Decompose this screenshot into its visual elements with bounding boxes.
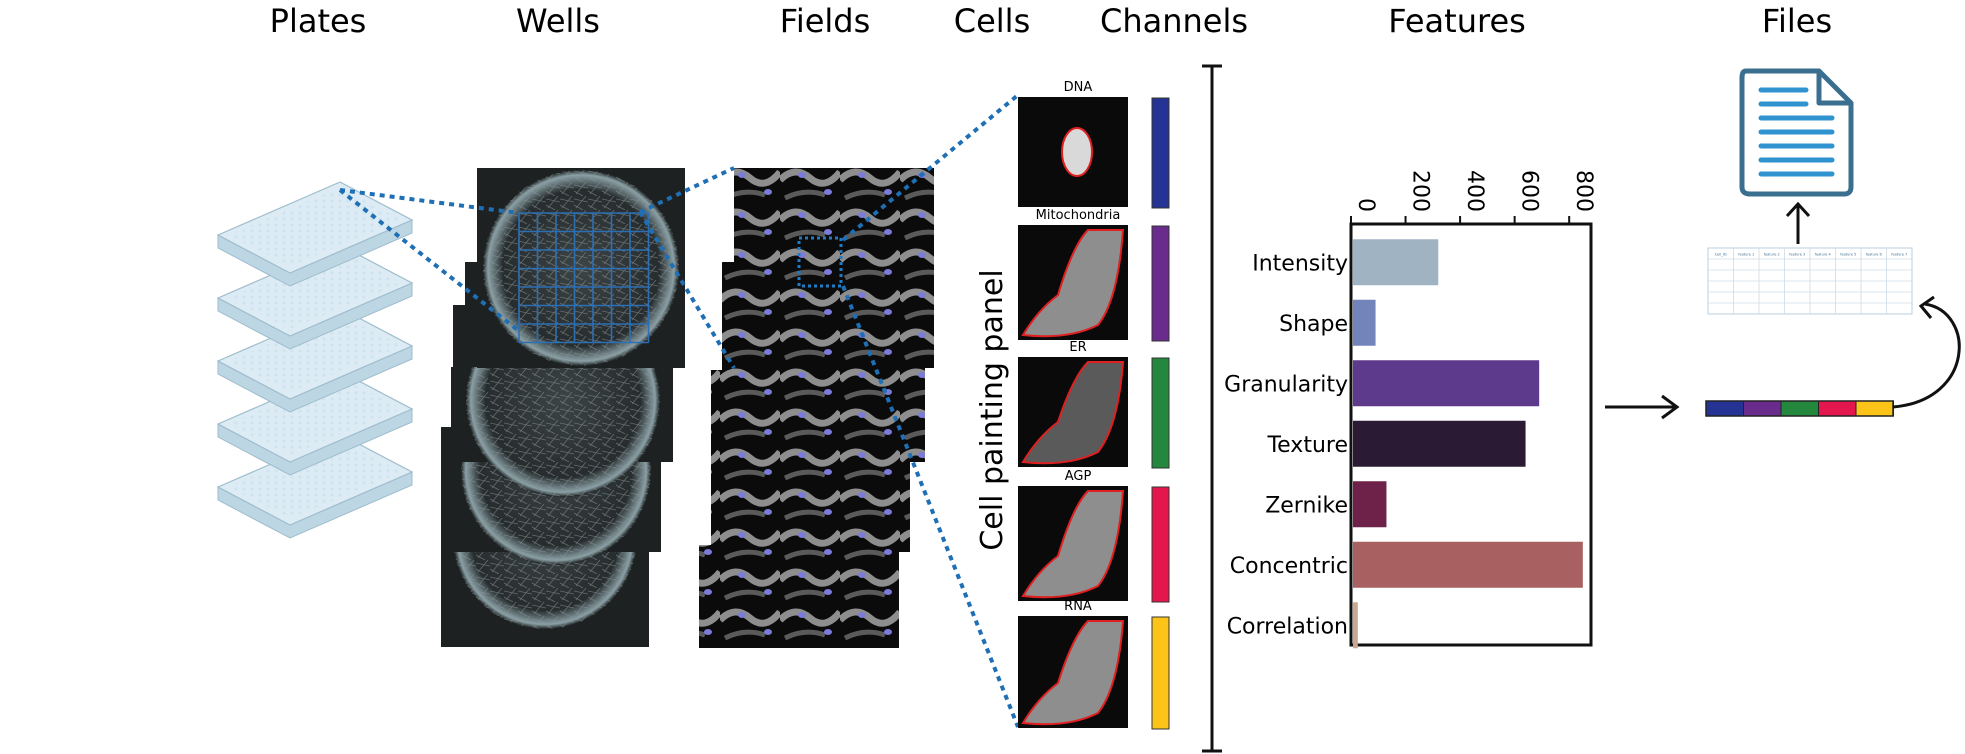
field-stack <box>699 168 934 648</box>
field-image <box>699 545 899 648</box>
header-cells: Cells <box>954 2 1030 40</box>
header-plates: Plates <box>270 2 367 40</box>
table-header-cell: feature 3 <box>1789 253 1805 257</box>
field-image-top <box>734 168 934 368</box>
channel-color-bar <box>1151 357 1170 469</box>
channel-label: Mitochondria <box>1036 208 1121 223</box>
channel-dna: DNA <box>1018 80 1170 209</box>
category-label: Zernike <box>1265 493 1348 518</box>
field-grid <box>518 212 650 344</box>
category-label: Texture <box>1266 433 1348 458</box>
channel-er: ER <box>1018 340 1170 469</box>
bar-zernike <box>1353 481 1387 528</box>
x-tick-label: 600 <box>1517 170 1542 212</box>
feature-barcode <box>1705 400 1894 417</box>
table-header-cell: feature 4 <box>1815 253 1832 257</box>
category-label: Concentric <box>1230 554 1348 579</box>
x-tick-label: 400 <box>1462 170 1487 212</box>
category-label: Shape <box>1279 312 1348 337</box>
header-channels: Channels <box>1100 2 1248 40</box>
plate-stack <box>216 181 414 539</box>
table-header-cell: feature 5 <box>1840 253 1856 257</box>
field-image <box>711 370 925 462</box>
barcode-segment <box>1855 400 1894 417</box>
plate <box>216 181 414 287</box>
channel-bracket <box>1202 64 1222 753</box>
nucleus-outline <box>1061 127 1093 177</box>
header-fields: Fields <box>780 2 871 40</box>
channel-agp: AGP <box>1018 469 1170 603</box>
table-header-cell: feature 1 <box>1738 253 1754 257</box>
channel-label: RNA <box>1064 599 1092 614</box>
channel-label: ER <box>1069 340 1086 355</box>
arrow-right-icon <box>1605 394 1680 420</box>
barcode-segment <box>1705 400 1744 417</box>
bar-concentric <box>1353 541 1583 588</box>
bar-intensity <box>1353 239 1439 286</box>
bar-texture <box>1353 420 1526 467</box>
cell-outline <box>1021 229 1125 338</box>
feature-table: Cell_ID feature 1 feature 2 feature 3 featur… <box>1707 247 1913 315</box>
header-files: Files <box>1762 2 1832 40</box>
bar-shape <box>1353 299 1376 346</box>
channel-label: DNA <box>1064 80 1093 95</box>
cell-selection-box <box>797 236 843 288</box>
channel-color-bar <box>1151 225 1170 342</box>
cell-outline <box>1021 361 1125 465</box>
channel-color-bar <box>1151 616 1170 730</box>
x-tick-label: 0 <box>1353 198 1378 212</box>
cell-outline <box>1021 620 1125 726</box>
file-icon <box>1739 68 1854 197</box>
curved-arrow-icon <box>1892 295 1961 409</box>
channel-rna: RNA <box>1018 599 1170 730</box>
header-wells: Wells <box>516 2 600 40</box>
x-tick-label: 200 <box>1408 170 1433 212</box>
features-bar-chart: 0 200 400 600 800 Intensity Shape Granularity Te… <box>1224 170 1596 649</box>
plate <box>216 244 414 350</box>
category-label: Granularity <box>1224 372 1348 397</box>
table-header-cell: Cell_ID <box>1715 253 1727 257</box>
plate <box>216 370 414 476</box>
chart-frame <box>1349 222 1593 647</box>
barcode-segment <box>1818 400 1857 417</box>
arrow-up-icon <box>1785 201 1811 244</box>
zoom-connectors <box>338 93 1020 728</box>
cell-painting-panel-label: Cell painting panel <box>975 269 1010 550</box>
field-image <box>711 452 910 552</box>
bar-granularity <box>1353 360 1540 407</box>
x-tick-label: 800 <box>1571 170 1596 212</box>
table-header-cell: feature 2 <box>1764 253 1780 257</box>
channel-color-bar <box>1151 486 1170 603</box>
plate <box>216 433 414 539</box>
well-stack <box>441 168 685 647</box>
channel-color-bar <box>1151 97 1170 209</box>
cell-outline <box>1021 490 1125 599</box>
barcode-segment <box>1743 400 1782 417</box>
bar-correlation <box>1353 602 1358 649</box>
channel-label: AGP <box>1065 469 1092 484</box>
channel-mitochondria: Mitochondria <box>1018 208 1170 342</box>
category-label: Correlation <box>1227 614 1348 639</box>
table-header-cell: feature 6 <box>1866 253 1882 257</box>
channel-images: DNA Mitochondria ER AGP RNA <box>1018 80 1170 730</box>
barcode-segment <box>1780 400 1819 417</box>
table-header-cell: feature 7 <box>1891 253 1907 257</box>
category-label: Intensity <box>1252 251 1348 276</box>
header-features: Features <box>1388 2 1526 40</box>
